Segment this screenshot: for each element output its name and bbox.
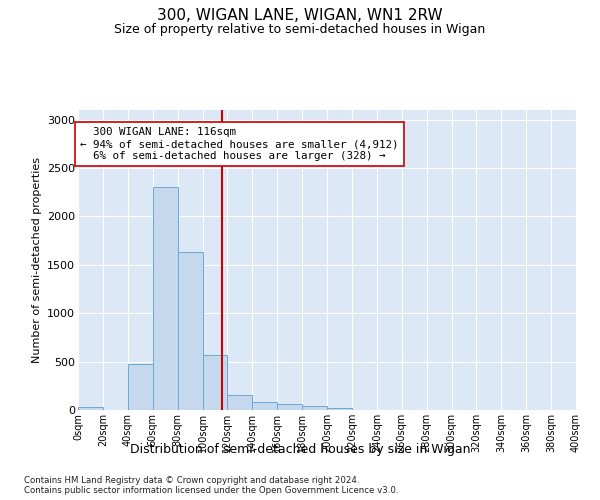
Text: Size of property relative to semi-detached houses in Wigan: Size of property relative to semi-detach… xyxy=(115,22,485,36)
Bar xyxy=(253,402,277,410)
Bar xyxy=(227,396,253,410)
Text: 300, WIGAN LANE, WIGAN, WN1 2RW: 300, WIGAN LANE, WIGAN, WN1 2RW xyxy=(157,8,443,22)
Text: Distribution of semi-detached houses by size in Wigan: Distribution of semi-detached houses by … xyxy=(130,442,470,456)
Bar xyxy=(152,188,178,410)
Bar xyxy=(327,408,352,410)
Bar xyxy=(78,407,103,410)
Y-axis label: Number of semi-detached properties: Number of semi-detached properties xyxy=(32,157,41,363)
Bar xyxy=(178,252,203,410)
Bar xyxy=(277,404,302,410)
Bar xyxy=(302,406,327,410)
Bar xyxy=(203,355,227,410)
Bar xyxy=(128,364,153,410)
Text: Contains HM Land Registry data © Crown copyright and database right 2024.: Contains HM Land Registry data © Crown c… xyxy=(24,476,359,485)
Text: Contains public sector information licensed under the Open Government Licence v3: Contains public sector information licen… xyxy=(24,486,398,495)
Text: 300 WIGAN LANE: 116sqm
← 94% of semi-detached houses are smaller (4,912)
  6% of: 300 WIGAN LANE: 116sqm ← 94% of semi-det… xyxy=(80,128,399,160)
